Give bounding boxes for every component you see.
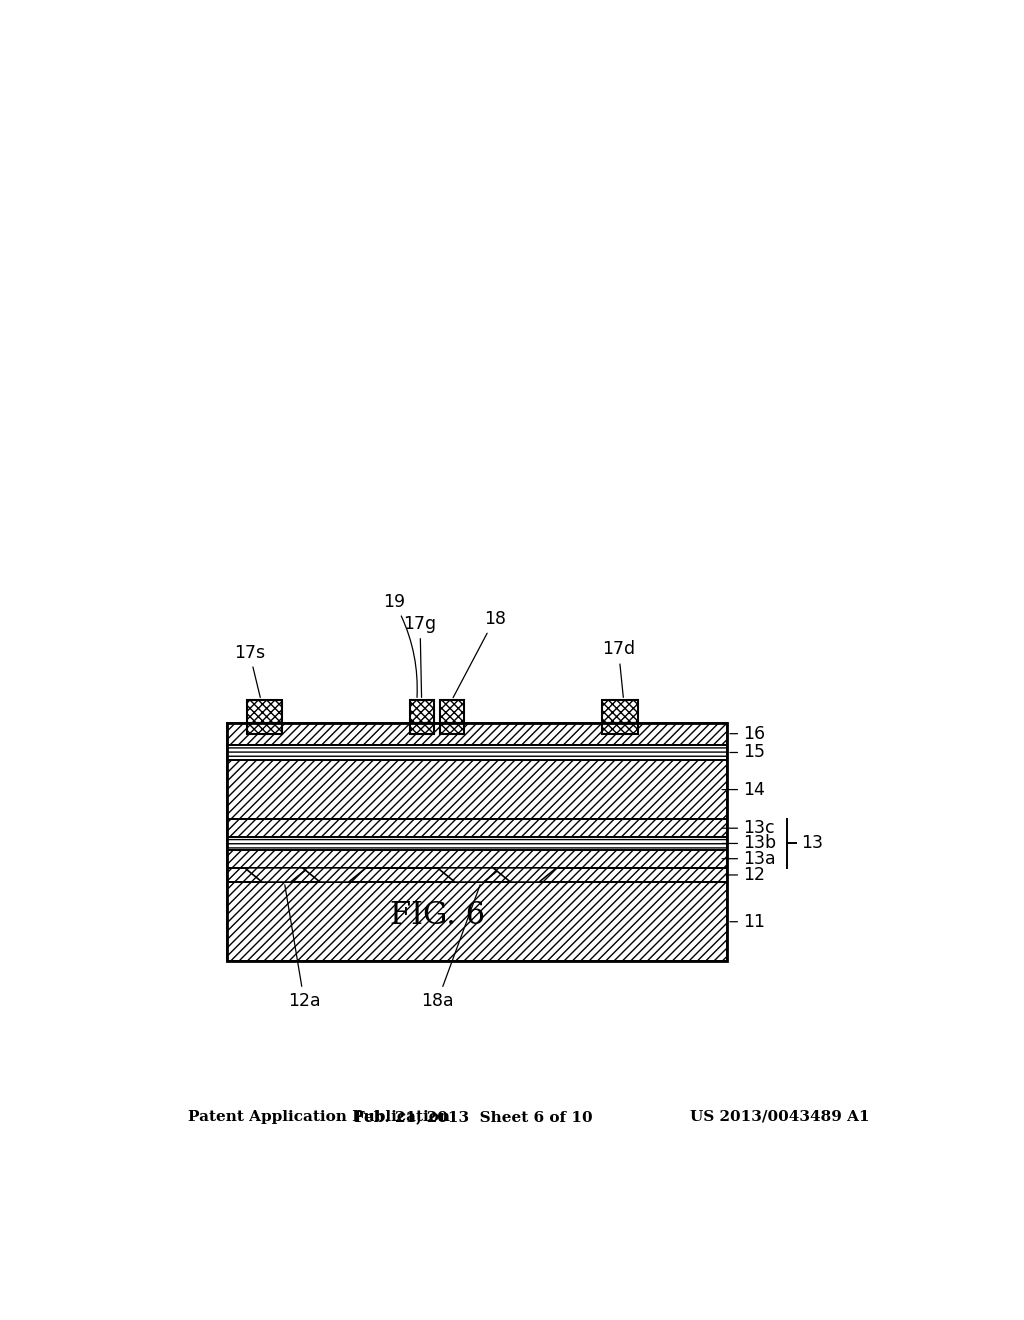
Bar [227,818,727,837]
Bar [440,700,464,722]
Bar [602,700,638,722]
Text: 11: 11 [730,912,765,931]
Text: 14: 14 [722,780,765,799]
Text: 12: 12 [726,866,765,884]
Text: 13a: 13a [722,850,775,867]
Text: 13: 13 [801,834,823,853]
Text: 12a: 12a [285,884,321,1010]
Polygon shape [437,867,501,882]
Bar [227,760,727,818]
Text: 17d: 17d [602,640,635,697]
Polygon shape [303,867,367,882]
Bar [227,722,727,744]
Text: 15: 15 [730,743,765,762]
Bar [247,722,283,734]
Text: 17s: 17s [233,644,265,697]
Bar [227,882,727,961]
Text: US 2013/0043489 A1: US 2013/0043489 A1 [690,1110,870,1123]
Polygon shape [494,867,557,882]
Polygon shape [245,867,308,882]
Bar [227,850,727,867]
Bar [410,700,433,722]
Text: 16: 16 [730,725,765,743]
Bar [227,837,727,850]
Bar [602,722,638,734]
Text: FIG. 6: FIG. 6 [390,900,485,931]
Text: 18: 18 [453,610,506,698]
Text: 13c: 13c [722,820,775,837]
Bar [227,744,727,760]
Bar [440,722,464,734]
Text: 19: 19 [383,593,417,697]
Text: 13b: 13b [722,834,776,853]
Bar [247,700,283,722]
Text: 17g: 17g [403,615,436,697]
Bar [227,722,727,961]
Text: Feb. 21, 2013  Sheet 6 of 10: Feb. 21, 2013 Sheet 6 of 10 [354,1110,593,1123]
Bar [410,722,433,734]
Text: 18a: 18a [421,884,480,1010]
Bar [227,867,727,882]
Text: Patent Application Publication: Patent Application Publication [187,1110,450,1123]
